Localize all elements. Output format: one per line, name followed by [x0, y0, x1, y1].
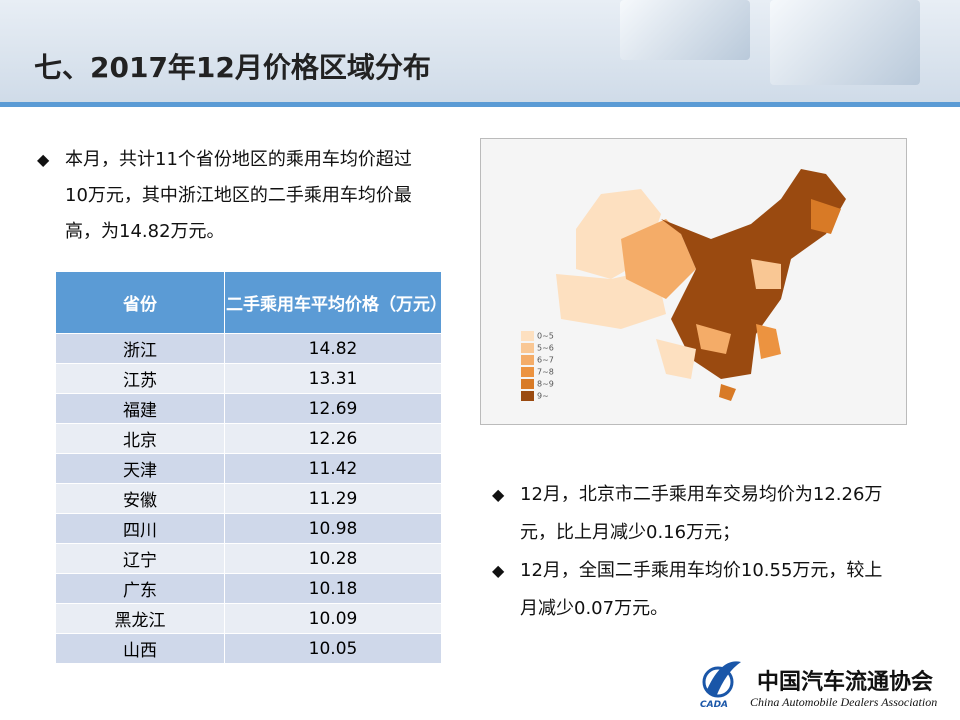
legend-label: 9~: [537, 391, 549, 401]
legend-item: 5~6: [521, 343, 554, 353]
table-cell: 四川: [55, 513, 225, 544]
legend-swatch: [521, 355, 534, 365]
logo-abbr: CADA: [700, 700, 729, 710]
table-cell: 11.29: [224, 483, 442, 514]
table-cell: 10.28: [224, 543, 442, 574]
bullet: ◆ 12月，全国二手乘用车均价10.55万元，较上月减少0.07万元。: [492, 552, 895, 628]
table-cell: 天津: [55, 453, 225, 484]
table-row: 江苏 13.31: [55, 363, 442, 394]
legend-swatch: [521, 367, 534, 377]
table-row: 天津 11.42: [55, 453, 442, 484]
price-table: 省份 二手乘用车平均价格（万元） 浙江 14.82 江苏 13.31 福建 12.69 北京 1…: [55, 271, 447, 664]
table-cell: 辽宁: [55, 543, 225, 574]
table-cell: 浙江: [55, 333, 225, 364]
table-cell: 10.98: [224, 513, 442, 544]
legend-item: 9~: [521, 391, 549, 401]
legend-item: 6~7: [521, 355, 554, 365]
table-cell: 10.09: [224, 603, 442, 634]
table-cell: 12.26: [224, 423, 442, 454]
legend-item: 7~8: [521, 367, 554, 377]
legend-label: 0~5: [537, 331, 554, 341]
table-row: 福建 12.69: [55, 393, 442, 424]
bullet-text: 12月，全国二手乘用车均价10.55万元，较上月减少0.07万元。: [520, 560, 883, 619]
table-cell: 14.82: [224, 333, 442, 364]
map-graphic: [556, 169, 846, 401]
table-cell: 13.31: [224, 363, 442, 394]
table-cell: 10.18: [224, 573, 442, 604]
table-cell: 山西: [55, 633, 225, 664]
legend-label: 8~9: [537, 379, 554, 389]
legend-swatch: [521, 391, 534, 401]
legend-item: 8~9: [521, 379, 554, 389]
table-row: 黑龙江 10.09: [55, 603, 442, 634]
legend-label: 6~7: [537, 355, 554, 365]
table-row: 四川 10.98: [55, 513, 442, 544]
logo-mark: [702, 661, 741, 698]
bullet: ◆ 本月，共计11个省份地区的乘用车均价超过10万元，其中浙江地区的二手乘用车均价…: [37, 149, 412, 242]
legend-label: 7~8: [537, 367, 554, 377]
table-cell: 广东: [55, 573, 225, 604]
bullet: ◆ 12月，北京市二手乘用车交易均价为12.26万元，比上月减少0.16万元；: [492, 476, 895, 552]
table-row: 浙江 14.82: [55, 333, 442, 364]
table-cell: 10.05: [224, 633, 442, 664]
table-cell: 黑龙江: [55, 603, 225, 634]
table-cell: 北京: [55, 423, 225, 454]
table-row: 北京 12.26: [55, 423, 442, 454]
bullet-text: 本月，共计11个省份地区的乘用车均价超过10万元，其中浙江地区的二手乘用车均价最…: [65, 149, 412, 242]
bullet-text: 12月，北京市二手乘用车交易均价为12.26万元，比上月减少0.16万元；: [520, 484, 883, 543]
column-header: 二手乘用车平均价格（万元）: [224, 271, 447, 334]
title: 七、2017年12月价格区域分布: [34, 51, 431, 84]
legend-swatch: [521, 331, 534, 341]
table-cell: 福建: [55, 393, 225, 424]
map: 0~5 5~6 6~7 7~8 8~9 9~: [480, 138, 907, 425]
decor: [620, 0, 750, 60]
table-row: 安徽 11.29: [55, 483, 442, 514]
legend-label: 5~6: [537, 343, 554, 353]
table-cell: 12.69: [224, 393, 442, 424]
table-row: 山西 10.05: [55, 633, 442, 664]
logo-english: China Automobile Dealers Association: [750, 695, 938, 709]
bullet-icon: ◆: [492, 561, 505, 580]
legend-swatch: [521, 343, 534, 353]
table-cell: 江苏: [55, 363, 225, 394]
table-row: 广东 10.18: [55, 573, 442, 604]
legend-swatch: [521, 379, 534, 389]
legend-item: 0~5: [521, 331, 554, 341]
logo-name: 中国汽车流通协会: [757, 669, 934, 694]
decor: [770, 0, 920, 85]
bullet-icon: ◆: [492, 485, 505, 504]
column-header: 省份: [55, 271, 225, 334]
table-cell: 安徽: [55, 483, 225, 514]
header-line: [0, 102, 960, 107]
table-cell: 11.42: [224, 453, 442, 484]
table-row: 辽宁 10.28: [55, 543, 442, 574]
